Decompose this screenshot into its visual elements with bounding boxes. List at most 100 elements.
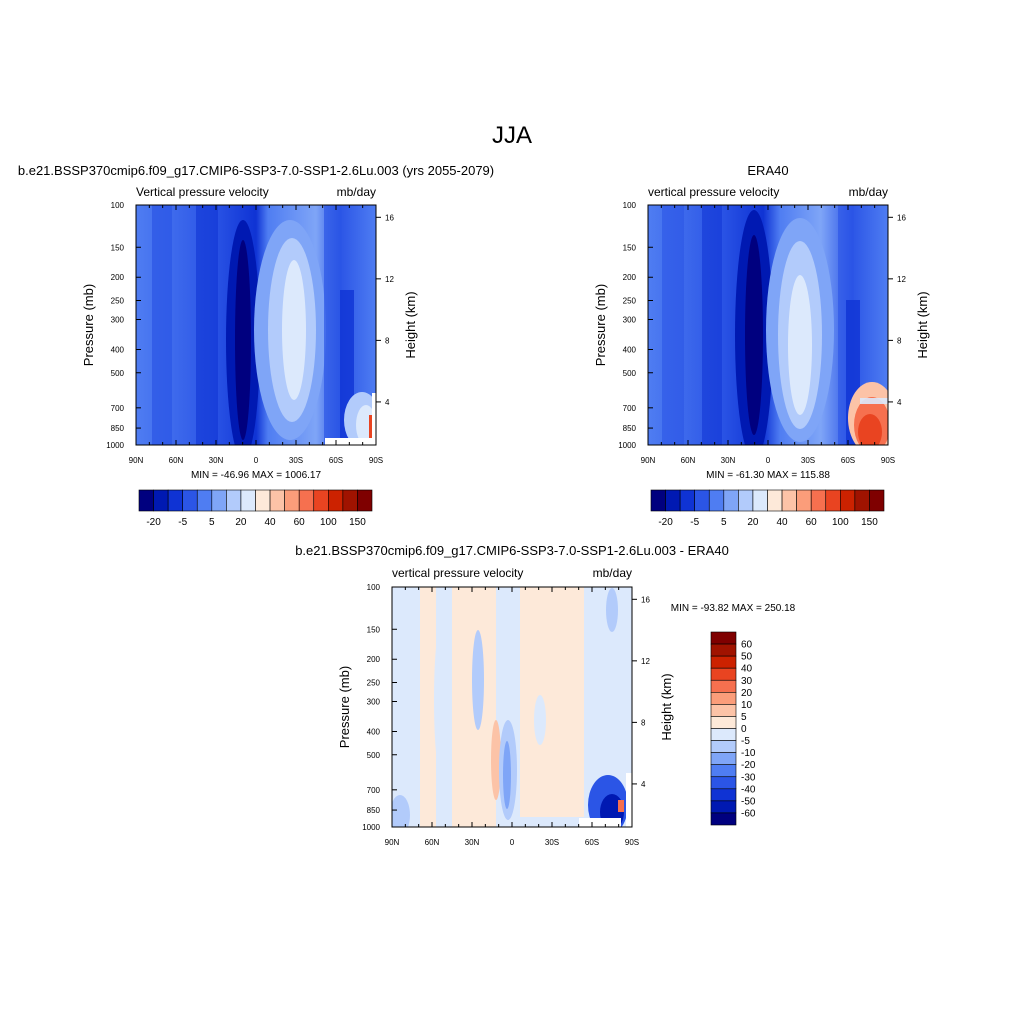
- y-tick-label: 300: [623, 316, 637, 325]
- panel-right-label: mb/day: [337, 185, 376, 199]
- colorbar-label: 20: [235, 517, 247, 528]
- x-axis: 90N 60N 30N 0 30S 60S 90S: [385, 587, 639, 847]
- panel-title: b.e21.BSSP370cmip6.f09_g17.CMIP6-SSP3-7.…: [18, 163, 494, 178]
- panel-era40: ERA40 vertical pressure velocity mb/day …: [593, 163, 930, 528]
- panel-title: b.e21.BSSP370cmip6.f09_g17.CMIP6-SSP3-7.…: [295, 543, 729, 558]
- colorbar-label: -10: [741, 748, 756, 759]
- colorbar-label: 50: [741, 652, 753, 663]
- y-tick-label: 500: [623, 369, 637, 378]
- colorbar-label: -20: [741, 760, 756, 771]
- panel-left-label: vertical pressure velocity: [648, 185, 779, 199]
- y-tick-label: 500: [367, 751, 381, 760]
- y-tick-label: 700: [623, 404, 637, 413]
- colorbar-box: [840, 489, 856, 512]
- colorbar-box: [825, 489, 841, 512]
- colorbar-box: [796, 489, 812, 512]
- colorbar: -20 -5 5 20 40 60 100 150: [138, 489, 373, 528]
- colorbar-label: -40: [741, 784, 756, 795]
- colorbar-box: [710, 679, 737, 693]
- y-tick-label: 200: [623, 273, 637, 282]
- colorbar-box: [710, 692, 737, 705]
- y-tick-label: 250: [623, 297, 637, 306]
- heatmap-field: [392, 587, 632, 827]
- y2-axis-title: Height (km): [659, 673, 674, 740]
- colorbar-box: [708, 489, 725, 512]
- y2-tick-label: 12: [641, 657, 650, 666]
- colorbar-box: [710, 800, 737, 814]
- colorbar-label: -20: [658, 517, 673, 528]
- y-tick-label: 200: [367, 655, 381, 664]
- colorbar-box: [710, 752, 737, 765]
- colorbar-box: [650, 489, 666, 512]
- colorbar-box: [710, 764, 737, 778]
- y2-tick-label: 16: [641, 595, 650, 604]
- y-tick-label: 400: [111, 345, 125, 354]
- colorbar-box: [153, 489, 169, 512]
- x-tick-label: 0: [510, 838, 515, 847]
- colorbar-label: 100: [320, 517, 337, 528]
- y-tick-label: 300: [111, 316, 125, 325]
- colorbar-box: [710, 740, 737, 753]
- y-tick-label: 250: [367, 679, 381, 688]
- x-axis: 90N 60N 30N 0 30S 60S 90S: [129, 205, 383, 465]
- colorbar-box: [255, 489, 271, 512]
- x-tick-label: 30N: [209, 456, 224, 465]
- colorbar-box: [710, 788, 737, 802]
- min-max-label: MIN = -93.82 MAX = 250.18: [671, 603, 796, 614]
- panel-title: ERA40: [747, 163, 788, 178]
- colorbar-label: 20: [747, 517, 759, 528]
- colorbar-label: 0: [741, 724, 747, 735]
- colorbar-box: [710, 631, 737, 645]
- panel-left-label: Vertical pressure velocity: [136, 185, 269, 199]
- x-tick-label: 60S: [329, 456, 343, 465]
- y-tick-label: 100: [623, 201, 637, 210]
- y-tick-label: 200: [111, 273, 125, 282]
- colorbar-label: -60: [741, 808, 756, 819]
- panel-right-label: mb/day: [849, 185, 888, 199]
- y2-tick-label: 4: [385, 398, 390, 407]
- y2-tick-label: 4: [641, 780, 646, 789]
- x-tick-label: 60N: [169, 456, 184, 465]
- colorbar-label: 100: [832, 517, 849, 528]
- y-axis-title: Pressure (mb): [337, 666, 352, 748]
- y-axis: 100 150 200 250 300 400 500 700 850 1000: [618, 201, 653, 450]
- panel-difference: b.e21.BSSP370cmip6.f09_g17.CMIP6-SSP3-7.…: [295, 543, 795, 847]
- colorbar-box: [781, 489, 797, 512]
- panel-right-label: mb/day: [593, 566, 632, 580]
- y-axis-title: Pressure (mb): [593, 284, 608, 366]
- colorbar-box: [240, 489, 256, 512]
- y2-axis-title: Height (km): [915, 291, 930, 358]
- figure-title: JJA: [492, 122, 532, 149]
- y2-axis-title: Height (km): [403, 291, 418, 358]
- y-tick-label: 400: [367, 727, 381, 736]
- y2-axis: 16 12 8 4: [632, 595, 650, 789]
- panel-model: b.e21.BSSP370cmip6.f09_g17.CMIP6-SSP3-7.…: [18, 163, 494, 528]
- y-tick-label: 1000: [618, 441, 636, 450]
- colorbar-label: -50: [741, 796, 756, 807]
- x-tick-label: 0: [254, 456, 259, 465]
- y2-tick-label: 8: [897, 336, 902, 345]
- colorbar-box: [694, 489, 710, 512]
- colorbar-box: [723, 489, 739, 512]
- colorbar-box: [342, 489, 358, 512]
- colorbar-label: 20: [741, 688, 753, 699]
- colorbar-box: [752, 489, 768, 512]
- x-tick-label: 60N: [425, 838, 440, 847]
- colorbar-box: [810, 489, 827, 512]
- colorbar-label: 5: [741, 712, 747, 723]
- y-tick-label: 400: [623, 345, 637, 354]
- y-tick-label: 100: [111, 201, 125, 210]
- x-tick-label: 90S: [369, 456, 383, 465]
- colorbar-label: 10: [741, 700, 753, 711]
- colorbar-box: [269, 489, 285, 512]
- y-tick-label: 700: [111, 404, 125, 413]
- y2-tick-label: 16: [897, 213, 906, 222]
- colorbar-box: [182, 489, 198, 512]
- colorbar-label: 60: [741, 640, 753, 651]
- y-tick-label: 850: [111, 424, 125, 433]
- colorbar-box: [738, 489, 754, 512]
- y-tick-label: 150: [111, 243, 125, 252]
- x-tick-label: 30N: [465, 838, 480, 847]
- y2-axis: 16 12 8 4: [888, 213, 906, 407]
